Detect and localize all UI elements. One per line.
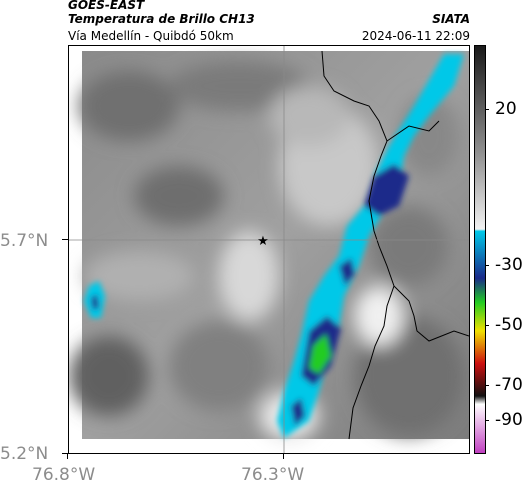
- colorbar-tick: [485, 265, 489, 266]
- colorbar-tick: [485, 420, 489, 421]
- organization-label: SIATA: [432, 12, 470, 26]
- colorbar-label: -70: [495, 375, 523, 395]
- y-tick-mark: [62, 239, 68, 240]
- colorbar-tick: [485, 385, 489, 386]
- x-tick-label: 76.3°W: [241, 465, 305, 485]
- convective-cloud-band: [84, 54, 464, 438]
- timestamp: 2024-06-11 22:09: [361, 29, 470, 43]
- cloud-texture: [69, 61, 464, 441]
- y-tick-mark: [62, 453, 68, 454]
- x-tick-mark: [283, 454, 284, 459]
- map-panel[interactable]: ★: [68, 45, 470, 454]
- colorbar-label: -50: [495, 315, 523, 335]
- y-tick-label: 5.2°N: [0, 444, 49, 464]
- source-title: GOES-EAST: [68, 0, 145, 12]
- colorbar-tick: [485, 109, 489, 110]
- colorbar-label: -90: [495, 410, 523, 430]
- coastline-borders: [321, 50, 469, 440]
- colorbar-label: 20: [495, 99, 517, 119]
- brightness-temperature-map: ★: [69, 46, 469, 453]
- product-title: Temperatura de Brillo CH13: [68, 12, 255, 26]
- route-label: Vía Medellín - Quibdó 50km: [68, 29, 234, 43]
- y-tick-label: 5.7°N: [0, 231, 49, 251]
- colorbar-label: -30: [495, 255, 523, 275]
- x-tick-label: 76.8°W: [32, 465, 96, 485]
- colorbar-tick: [485, 325, 489, 326]
- colorbar: [474, 45, 486, 454]
- x-tick-mark: [67, 454, 68, 459]
- star-icon: ★: [257, 234, 269, 249]
